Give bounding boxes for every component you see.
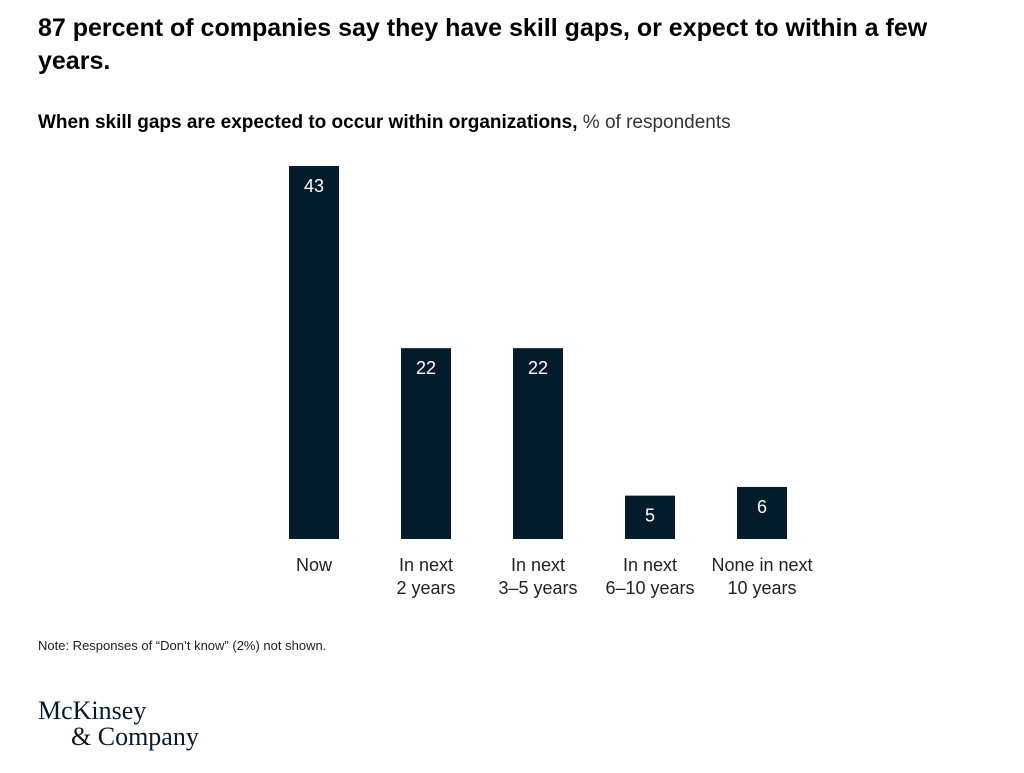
chart-subtitle-main: When skill gaps are expected to occur wi…	[38, 112, 578, 133]
logo-line-1: McKinsey	[38, 696, 147, 725]
bar-3	[513, 348, 563, 539]
category-label-4-line-2: 6–10 years	[605, 578, 694, 598]
mckinsey-logo: McKinsey & Company	[38, 698, 199, 750]
category-label-3-line-2: 3–5 years	[498, 578, 577, 598]
category-label-1-line-1: Now	[296, 555, 333, 575]
bar-2	[401, 348, 451, 539]
bar-4	[625, 495, 675, 539]
logo-line-2: & Company	[71, 722, 199, 751]
bar-value-label-2: 22	[416, 358, 436, 378]
category-label-2-line-2: 2 years	[396, 578, 455, 598]
chart-subtitle: When skill gaps are expected to occur wi…	[38, 110, 731, 136]
category-label-5-line-2: 10 years	[727, 578, 796, 598]
chart-note: Note: Responses of “Don’t know” (2%) not…	[38, 638, 327, 653]
chart-subtitle-unit: % of respondents	[582, 112, 731, 133]
bar-value-label-1: 43	[304, 176, 324, 196]
category-label-4-line-1: In next	[623, 555, 677, 575]
page-title: 87 percent of companies say they have sk…	[38, 14, 928, 75]
category-label-5-line-1: None in next	[711, 555, 812, 575]
bar-1	[289, 166, 339, 539]
bar-value-label-3: 22	[528, 358, 548, 378]
bar-chart: 43 Now 22 In next 2 years 22 In next 3–5 years 5…	[289, 166, 813, 598]
category-label-3-line-1: In next	[511, 555, 565, 575]
bar-value-label-4: 5	[645, 506, 655, 526]
category-label-2-line-1: In next	[399, 555, 453, 575]
bar-5	[737, 486, 787, 539]
bar-value-label-5: 6	[757, 497, 767, 517]
